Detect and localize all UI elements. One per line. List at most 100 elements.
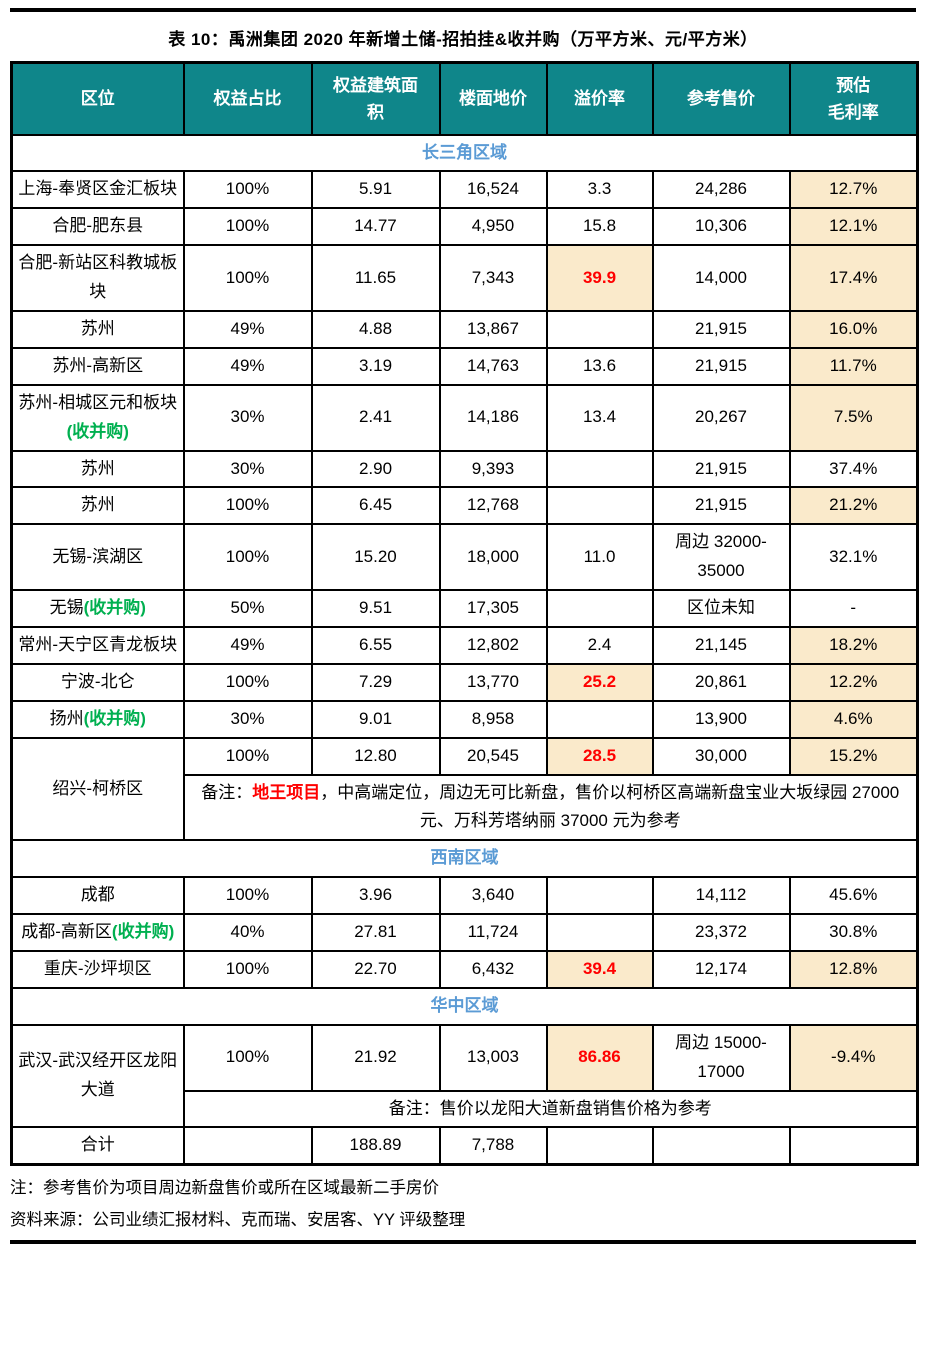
text-segment: 武汉-武汉经开区龙阳大道: [18, 1051, 178, 1100]
remark-row: 备注：售价以龙阳大道新盘销售价格为参考: [12, 1089, 919, 1129]
table-row: 成都-高新区(收并购) 40% 27.81 11,724 23,372 30.8%: [10, 913, 919, 952]
cell-location: 上海-奉贤区金汇板块: [10, 170, 185, 210]
cell-reference-price: 周边 15000-17000: [651, 1023, 791, 1092]
section-row: 长三角区域: [10, 133, 919, 173]
text-segment: 合肥-肥东县: [52, 216, 144, 236]
column-header-equity-ratio: 权益占比: [182, 61, 313, 136]
cell-location: 苏州-高新区: [10, 346, 185, 386]
cell-premium-rate: 2.4: [545, 625, 654, 665]
cell-premium-rate: [545, 913, 654, 952]
cell-est-gross-margin: 30.8%: [788, 913, 919, 952]
land-table: 区位 权益占比 权益建筑面积楼面地价 溢价率 参考售价 预估 毛利率 长三角区域 上海-奉贤区…: [10, 61, 919, 1167]
cell-floor-price: 20,545: [438, 736, 548, 776]
cell-equity-gfa: 3.96: [310, 876, 441, 916]
cell-premium-rate: 13.6: [545, 346, 654, 386]
cell-premium-rate: 13.4: [545, 383, 654, 452]
cell-floor-price: 9,393: [438, 449, 548, 489]
cell-floor-price: 13,770: [438, 662, 548, 702]
highlight-red-text: 地王项目: [252, 782, 321, 802]
cell-floor-price: 14,186: [438, 383, 548, 452]
cell-location: 苏州: [10, 309, 185, 349]
cell-premium-rate: 25.2: [545, 662, 654, 702]
cell-equity-ratio: 100%: [182, 662, 313, 702]
cell-location: 常州-天宁区青龙板块: [10, 625, 185, 665]
cell-equity-ratio: 100%: [182, 876, 313, 916]
table-row: 无锡-滨湖区 100% 15.20 18,000 11.0 周边 32000-35000 3…: [10, 523, 919, 592]
cell-floor-price: 13,003: [438, 1023, 548, 1092]
column-header-location: 区位: [10, 61, 185, 136]
text-segment: 常州-天宁区青龙板块: [18, 634, 178, 654]
cell-location: 合计: [10, 1126, 185, 1166]
cell-est-gross-margin: 32.1%: [788, 523, 919, 592]
cell-equity-gfa: 21.92: [310, 1023, 441, 1092]
cell-equity-gfa: 5.91: [310, 170, 441, 210]
text-segment: 成都: [80, 885, 115, 905]
cell-premium-rate: [545, 699, 654, 739]
section-row: 华中区域: [10, 986, 919, 1026]
column-header-equity-gfa: 权益建筑面积: [310, 61, 441, 136]
cell-est-gross-margin: 45.6%: [788, 876, 919, 916]
cell-floor-price: 12,768: [438, 486, 548, 526]
cell-location: 合肥-新站区科教城板块: [10, 244, 185, 312]
cell-premium-rate: 3.3: [545, 170, 654, 210]
cell-floor-price: 8,958: [438, 699, 548, 739]
cell-est-gross-margin: 12.7%: [788, 170, 919, 210]
cell-equity-gfa: 9.51: [310, 589, 441, 628]
cell-floor-price: 7,343: [438, 244, 548, 312]
cell-reference-price: 14,000: [651, 244, 791, 312]
page: 表 10：禹洲集团 2020 年新增土储-招拍挂&收并购（万平方米、元/平方米）…: [10, 8, 919, 1245]
cell-location: 无锡(收并购): [10, 589, 185, 628]
section-label: 西南区域: [10, 839, 919, 879]
cell-floor-price: 16,524: [438, 170, 548, 210]
table-row: 武汉-武汉经开区龙阳大道 100% 21.92 13,003 86.86 周边 15000…: [10, 1023, 919, 1129]
cell-floor-price: 12,802: [438, 625, 548, 665]
header-row: 区位 权益占比 权益建筑面积楼面地价 溢价率 参考售价 预估 毛利率: [10, 61, 919, 136]
cell-reference-price: 21,915: [651, 346, 791, 386]
cell-est-gross-margin: 17.4%: [788, 244, 919, 312]
cell-equity-gfa: 15.20: [310, 523, 441, 592]
table-row: 苏州-相城区元和板块 (收并购) 30% 2.41 14,186 13.4 20,267 7.…: [10, 383, 919, 452]
text-segment: 绍兴-柯桥区: [52, 778, 144, 798]
cell-equity-gfa: 6.55: [310, 625, 441, 665]
text-segment: 扬州: [49, 708, 84, 728]
cell-reference-price: 周边 32000-35000: [651, 523, 791, 592]
cell-location: 扬州(收并购): [10, 699, 185, 739]
section-row: 西南区域: [10, 839, 919, 879]
cell-est-gross-margin: [788, 1126, 919, 1166]
cell-premium-rate: [545, 1126, 654, 1166]
cell-floor-price: 18,000: [438, 523, 548, 592]
cell-equity-ratio: 100%: [182, 170, 313, 210]
cell-est-gross-margin: -: [788, 589, 919, 628]
column-header-floor-price: 楼面地价: [438, 61, 548, 136]
column-header-premium-rate: 溢价率: [545, 61, 654, 136]
cell-equity-ratio: 49%: [182, 346, 313, 386]
cell-location: 宁波-北仑: [10, 662, 185, 702]
cell-reference-price: 21,915: [651, 449, 791, 489]
cell-floor-price: 6,432: [438, 949, 548, 989]
cell-floor-price: 17,305: [438, 589, 548, 628]
cell-equity-ratio: 49%: [182, 309, 313, 349]
cell-reference-price: [651, 1126, 791, 1166]
table-row: 成都 100% 3.96 3,640 14,112 45.6%: [10, 876, 919, 916]
cell-premium-rate: 39.4: [545, 949, 654, 989]
cell-equity-ratio: 100%: [182, 949, 313, 989]
cell-floor-price: 11,724: [438, 913, 548, 952]
cell-equity-ratio: 100%: [182, 486, 313, 526]
cell-equity-gfa: 27.81: [310, 913, 441, 952]
text-segment: ，中高端定位，周边无可比新盘，售价以柯桥区高端新盘宝业大坂绿园 27000 元、…: [320, 782, 900, 831]
table-row: 无锡(收并购) 50% 9.51 17,305 区位未知 -: [10, 589, 919, 628]
cell-equity-gfa: 4.88: [310, 309, 441, 349]
cell-est-gross-margin: 21.2%: [788, 486, 919, 526]
cell-est-gross-margin: 12.1%: [788, 207, 919, 247]
cell-premium-rate: [545, 309, 654, 349]
text-segment: 上海-奉贤区金汇板块: [18, 179, 178, 199]
footnote-data-source: 资料来源：公司业绩汇报材料、克而瑞、安居客、YY 评级整理: [10, 1211, 466, 1230]
table-row: 重庆-沙坪坝区 100% 22.70 6,432 39.4 12,174 12.8%: [10, 949, 919, 989]
cell-reference-price: 20,267: [651, 383, 791, 452]
cell-reference-price: 30,000: [651, 736, 791, 776]
table-row: 上海-奉贤区金汇板块 100% 5.91 16,524 3.3 24,286 12.7%: [10, 170, 919, 210]
cell-floor-price: 7,788: [438, 1126, 548, 1166]
cell-est-gross-margin: 12.8%: [788, 949, 919, 989]
text-segment: 合计: [80, 1135, 115, 1155]
cell-equity-ratio: 30%: [182, 699, 313, 739]
